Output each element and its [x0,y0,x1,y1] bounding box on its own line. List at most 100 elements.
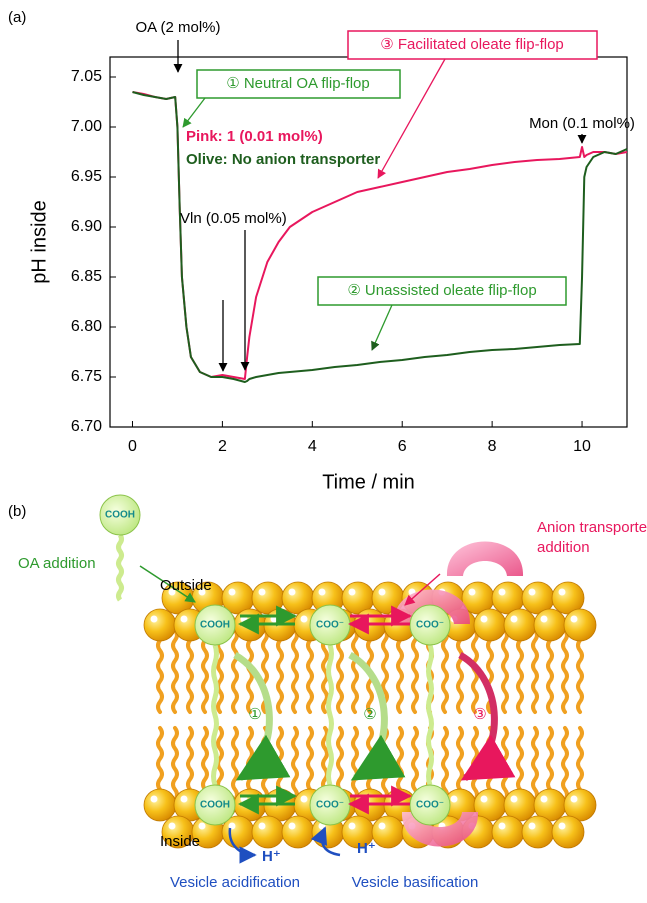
lipid-head [473,608,507,642]
x-axis-title: Time / min [322,471,415,493]
lipid-head [143,608,177,642]
highlight [180,615,188,623]
annotation: ② Unassisted oleate flip-flop [347,282,536,299]
oleate-tail [326,644,334,786]
highlight [570,615,578,623]
highlight [198,822,206,830]
lipid-tail [456,628,464,714]
transporter [446,541,524,576]
lipid-head [491,815,525,849]
highlight [378,588,386,596]
highlight [528,822,536,830]
proton: H⁺ [357,840,376,857]
highlight [288,588,296,596]
lipid-tail [156,628,164,714]
annotation: Pink: 1 (0.01 mol%) [186,128,323,145]
step-label: ② [363,706,376,723]
highlight [378,822,386,830]
highlight [528,588,536,596]
lipid-head [251,815,285,849]
highlight [288,822,296,830]
highlight [168,588,176,596]
annotation: OA (2 mol%) [135,19,220,36]
highlight [228,822,236,830]
lipid-tail [411,628,419,714]
y-axis-title: pH inside [28,200,50,283]
lipid-tail [231,628,239,714]
y-tick-label: 6.85 [71,268,102,285]
y-tick-label: 7.00 [71,118,102,135]
highlight [540,795,548,803]
lipid-tail [561,628,569,714]
proton-arrow [310,826,341,857]
lipid-tail [546,628,554,714]
head-label: COO⁻ [416,620,444,631]
highlight [510,795,518,803]
lipid-tail [306,628,314,714]
highlight [348,588,356,596]
oleate-head [194,784,236,826]
head-label: COO⁻ [316,800,344,811]
lipid-tail [396,628,404,714]
highlight [300,615,308,623]
panel-label: (a) [8,9,26,26]
x-tick-label: 2 [218,438,227,455]
flip-arrow [233,651,291,782]
x-tick-label: 0 [128,438,137,455]
highlight [480,795,488,803]
head-label: COOH [200,800,230,811]
annotation: ③ Facilitated oleate flip-flop [380,36,564,53]
lipid-head [563,608,597,642]
diagram: COOH COOH COO⁻ COO⁻ COO⁻ COO⁻ ① ② ③ COOH OA additi… [18,494,647,891]
outcome: Vesicle basification [352,874,479,891]
flip-arrow [458,651,516,782]
annotation-box [347,30,598,60]
plot-frame [109,56,628,428]
annotation-box [317,276,567,306]
oa-addition: OA addition [18,555,96,572]
lipid-head [143,788,177,822]
annotation-arrow [182,97,206,128]
step-label: ① [248,706,261,723]
highlight [540,615,548,623]
lipid-tail [576,628,584,714]
highlight [258,588,266,596]
lipid-head [521,815,555,849]
highlight [228,588,236,596]
highlight [480,615,488,623]
lipid-head [551,815,585,849]
highlight [468,588,476,596]
highlight [498,588,506,596]
lipid-tail [381,628,389,714]
highlight [498,822,506,830]
panel-label: (b) [8,503,26,520]
y-tick-label: 7.05 [71,68,102,85]
lipid-tail [501,628,509,714]
annotation-box [196,69,401,99]
lipid-head [371,815,405,849]
flip-arrow [348,651,406,782]
transporter-label: Anion transporter [537,519,647,536]
outside-label: Outside [160,577,212,594]
highlight [450,795,458,803]
lipid-tail [276,628,284,714]
y-tick-label: 6.75 [71,368,102,385]
addition-arrow [139,565,196,603]
lipid-head [281,815,315,849]
annotation: Mon (0.1 mol%) [529,115,635,132]
highlight [150,795,158,803]
proton-arrow [228,827,257,864]
y-tick-label: 6.90 [71,218,102,235]
x-tick-label: 4 [308,438,317,455]
chart: 0 2 4 6 8 10 6.70 6.75 6.80 6.85 6.90 6.95 7.00 7.05 T… [28,19,635,493]
lipid-tail [201,628,209,714]
x-tick-label: 8 [488,438,497,455]
lipid-tail [531,628,539,714]
highlight [558,822,566,830]
step-label: ③ [473,706,486,723]
lipid-tail [351,628,359,714]
highlight [300,795,308,803]
highlight [348,822,356,830]
highlight [150,615,158,623]
y-tick-label: 6.70 [71,418,102,435]
